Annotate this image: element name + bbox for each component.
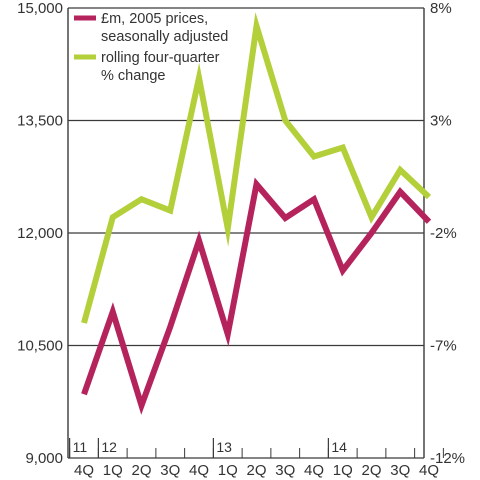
x-tick-label: 4Q xyxy=(74,462,94,479)
right-tick-label: 3% xyxy=(430,113,452,130)
left-axis-ticks: 9,000 10,500 12,000 13,500 15,000 xyxy=(17,0,63,467)
x-tick-label: 1Q xyxy=(103,462,123,479)
x-tick-label: 3Q xyxy=(160,462,180,479)
x-tick-label: 3Q xyxy=(275,462,295,479)
year-label: 14 xyxy=(331,439,347,455)
x-tick-label: 2Q xyxy=(361,462,381,479)
legend: £m, 2005 prices, seasonally adjusted rol… xyxy=(74,11,228,84)
legend-label-series-2: rolling four-quarter xyxy=(101,50,220,66)
right-tick-label: -7% xyxy=(430,338,457,355)
series-lines xyxy=(81,12,432,415)
x-tick-label: 4Q xyxy=(189,462,209,479)
x-axis: 4Q 1Q 2Q 3Q 4Q 1Q 2Q 3Q 4Q 1Q 2Q 3Q 4Q 11 12 13 14 xyxy=(67,8,444,479)
right-tick-label: 8% xyxy=(430,0,452,17)
legend-label-series-1: £m, 2005 prices, xyxy=(101,11,208,27)
year-label: 13 xyxy=(216,439,232,455)
x-tick-label: 3Q xyxy=(390,462,410,479)
series-line-1 xyxy=(81,177,432,415)
year-label: 11 xyxy=(73,439,88,455)
left-tick-label: 13,500 xyxy=(17,113,63,130)
year-label: 12 xyxy=(101,439,117,455)
left-tick-label: 15,000 xyxy=(17,0,63,17)
right-tick-label: -2% xyxy=(430,225,457,242)
x-tick-label: 2Q xyxy=(246,462,266,479)
legend-label-series-2-line-2: % change xyxy=(101,68,166,84)
x-tick-label: 1Q xyxy=(333,462,353,479)
left-tick-label: 10,500 xyxy=(17,338,63,355)
right-tick-label: -12% xyxy=(430,450,465,467)
x-tick-label: 4Q xyxy=(304,462,324,479)
x-tick-label: 2Q xyxy=(131,462,151,479)
left-tick-label: 9,000 xyxy=(25,450,63,467)
x-tick-label: 1Q xyxy=(218,462,238,479)
legend-label-series-1-line-2: seasonally adjusted xyxy=(101,29,228,45)
right-axis-ticks: -12% -7% -2% 3% 8% xyxy=(430,0,465,467)
left-tick-label: 12,000 xyxy=(17,225,63,242)
x-tick-label: 4Q xyxy=(419,462,439,479)
